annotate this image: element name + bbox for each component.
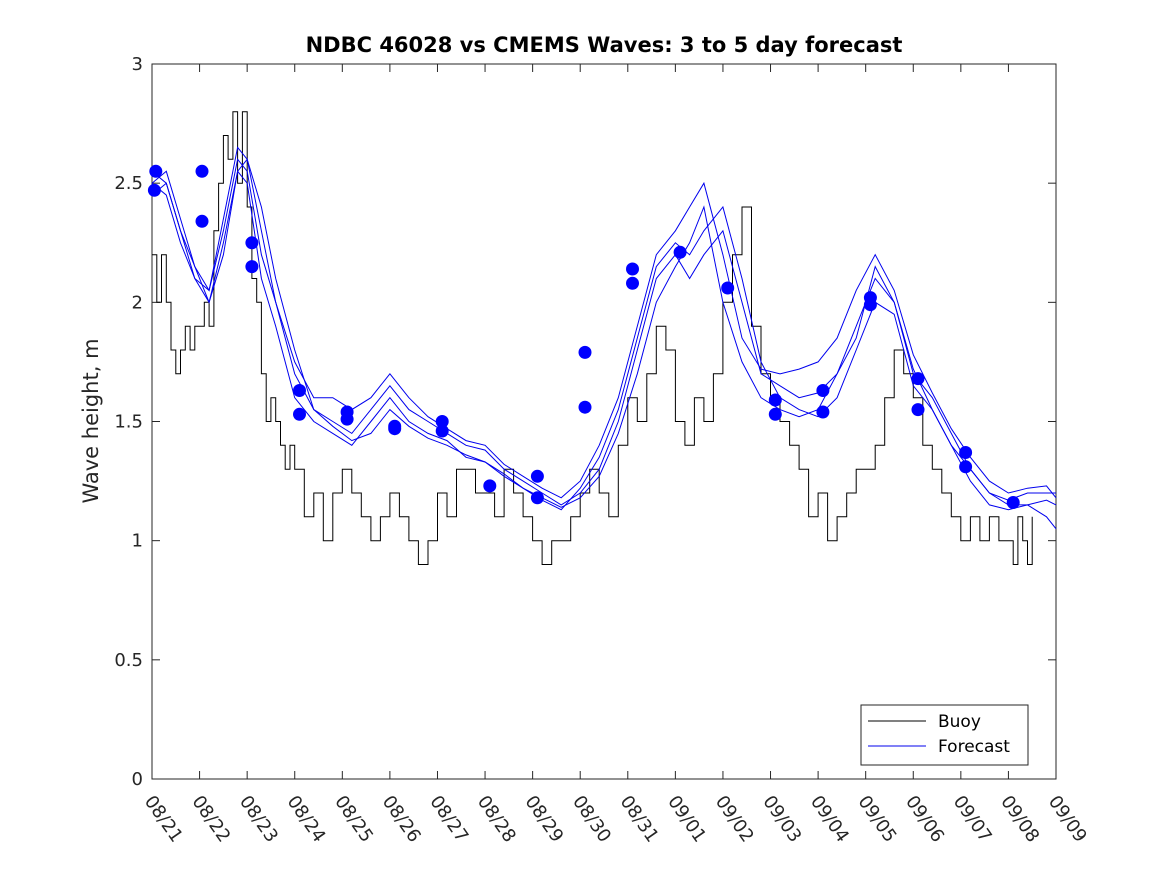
forecast-marker	[245, 236, 259, 250]
legend-box	[860, 704, 1029, 766]
forecast-series-line	[151, 158, 1056, 506]
chart-title: NDBC 46028 vs CMEMS Waves: 3 to 5 day fo…	[306, 33, 903, 57]
y-tick-label: 0.5	[114, 650, 143, 671]
forecast-marker	[816, 384, 830, 397]
forecast-marker	[293, 384, 306, 397]
forecast-marker	[911, 403, 925, 417]
legend-buoy-label: Buoy	[938, 712, 981, 732]
legend-forecast-label: Forecast	[938, 737, 1010, 757]
forecast-marker	[673, 245, 687, 259]
forecast-marker	[768, 407, 782, 421]
buoy-series-line	[152, 111, 1033, 565]
forecast-marker	[626, 276, 639, 290]
forecast-marker	[340, 412, 354, 426]
forecast-marker	[863, 298, 877, 312]
y-tick-label: 0	[132, 769, 143, 790]
marker-layer	[147, 164, 1020, 509]
forecast-marker	[435, 415, 449, 428]
forecast-marker	[816, 405, 830, 419]
forecast-series-line	[151, 146, 1057, 499]
y-tick-label: 2	[132, 292, 143, 313]
forecast-marker	[195, 214, 209, 228]
y-tick-label: 1	[132, 531, 143, 552]
forecast-marker	[1006, 496, 1020, 509]
forecast-marker	[578, 345, 592, 359]
forecast-marker	[147, 183, 161, 197]
y-tick-label: 2.5	[114, 173, 143, 194]
y-tick-label: 3	[132, 54, 143, 75]
forecast-marker	[578, 400, 592, 414]
forecast-marker	[483, 479, 497, 493]
plot-area	[151, 63, 1057, 780]
forecast-series-line	[151, 158, 1057, 530]
forecast-marker	[959, 460, 973, 474]
forecast-marker	[195, 164, 209, 178]
legend: Buoy Forecast	[860, 704, 1029, 766]
forecast-marker	[149, 164, 163, 178]
forecast-marker	[768, 393, 782, 407]
forecast-marker	[293, 407, 306, 421]
forecast-marker	[435, 424, 449, 438]
forecast-marker	[911, 372, 925, 386]
forecast-marker	[245, 260, 259, 274]
y-tick-label: 1.5	[114, 412, 143, 433]
forecast-marker	[959, 446, 973, 459]
y-axis-ticks: 0 0.5 1 1.5 2 2.5 3	[114, 54, 1056, 790]
forecast-marker	[721, 281, 735, 295]
y-axis-label: Wave height, m	[79, 338, 103, 503]
series-layer	[151, 111, 1057, 565]
forecast-marker	[530, 491, 544, 505]
forecast-marker	[388, 422, 402, 436]
forecast-marker	[626, 262, 639, 276]
forecast-marker	[530, 469, 544, 483]
forecast-series-line	[151, 170, 1057, 511]
